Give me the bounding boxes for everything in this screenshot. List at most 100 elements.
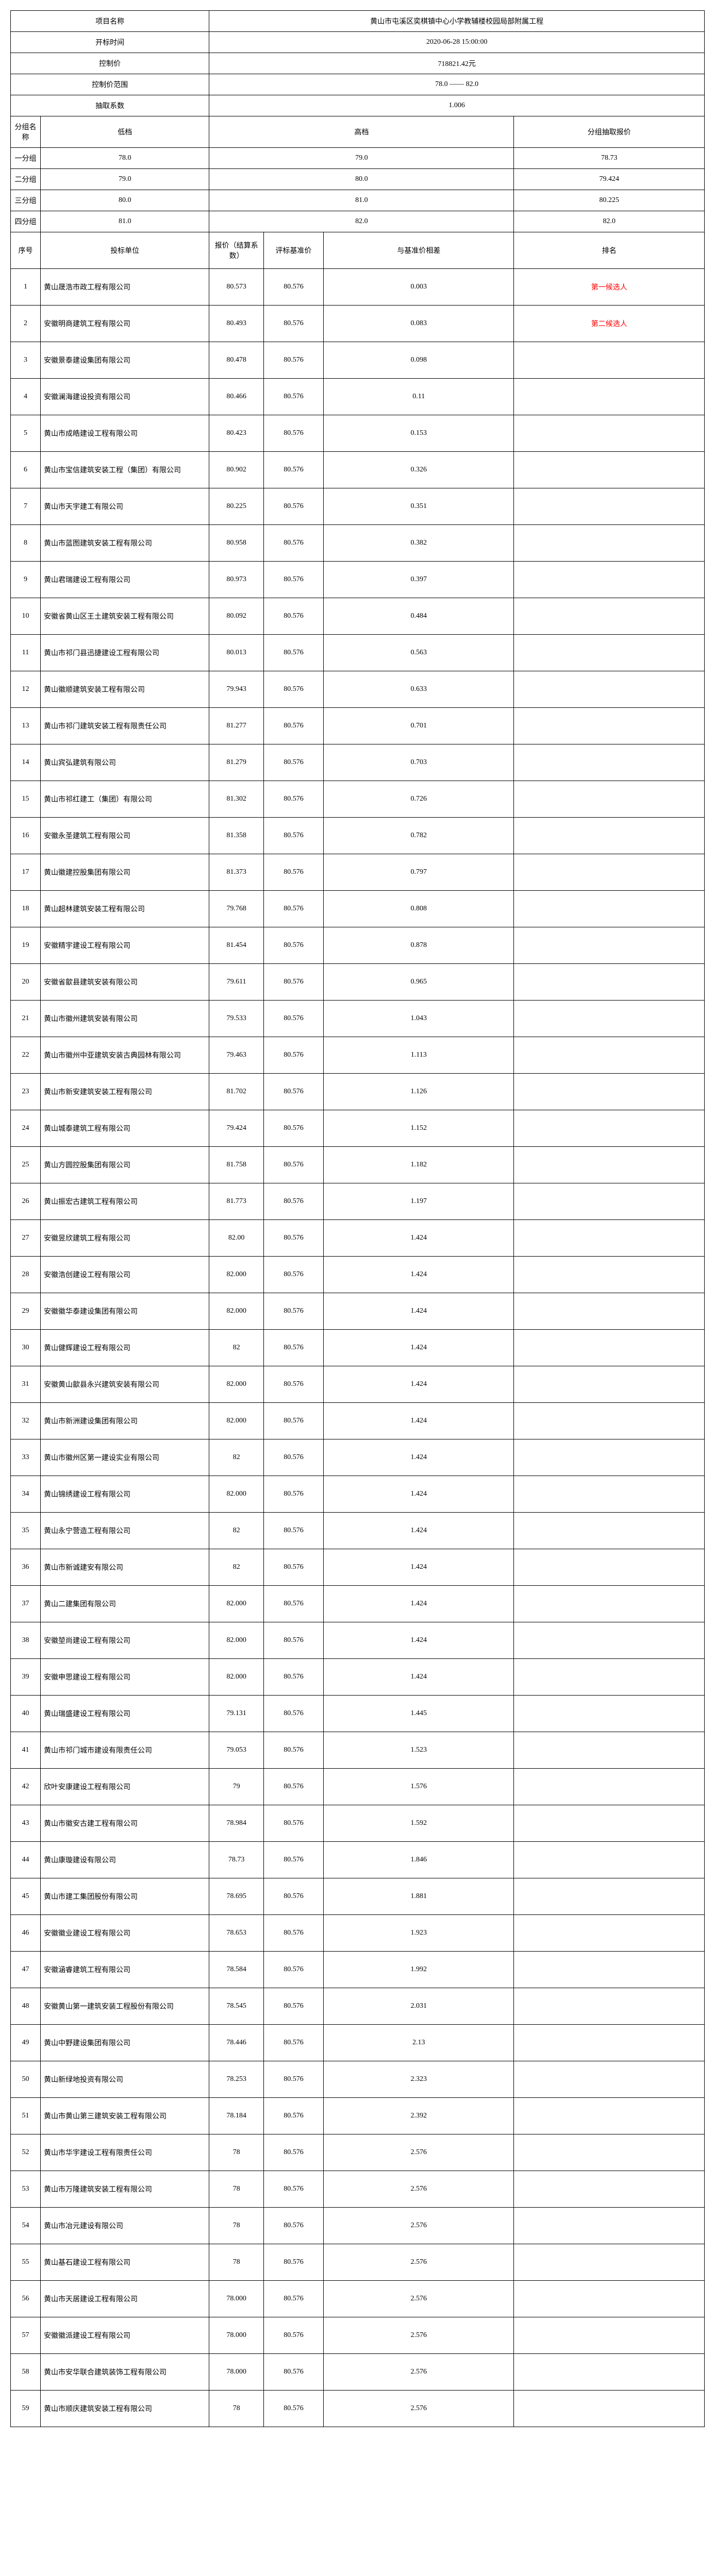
cell-base: 80.576 xyxy=(263,964,323,1001)
cell-unit: 黄山市新诚建安有限公司 xyxy=(41,1549,209,1586)
cell-base: 80.576 xyxy=(263,452,323,488)
cell-idx: 1 xyxy=(11,269,41,306)
cell-diff: 1.424 xyxy=(324,1476,514,1513)
table-row: 14黄山宾弘建筑有限公司81.27980.5760.703 xyxy=(11,744,705,781)
cell-diff: 0.098 xyxy=(324,342,514,379)
cell-diff: 0.701 xyxy=(324,708,514,744)
table-row: 39安徽申思建设工程有限公司82.00080.5761.424 xyxy=(11,1659,705,1696)
cell-base: 80.576 xyxy=(263,1513,323,1549)
cell-rank xyxy=(514,1439,705,1476)
cell-diff: 0.351 xyxy=(324,488,514,525)
table-row: 48安徽黄山第一建筑安装工程股份有限公司78.54580.5762.031 xyxy=(11,1988,705,2025)
cell-unit: 安徽堃尚建设工程有限公司 xyxy=(41,1622,209,1659)
cell-diff: 2.576 xyxy=(324,2391,514,2427)
col-unit: 投标单位 xyxy=(41,232,209,269)
group-high: 80.0 xyxy=(209,169,514,190)
cell-unit: 黄山市天宇建工有限公司 xyxy=(41,488,209,525)
cell-idx: 43 xyxy=(11,1805,41,1842)
cell-diff: 1.881 xyxy=(324,1878,514,1915)
table-row: 10安徽省黄山区王土建筑安装工程有限公司80.09280.5760.484 xyxy=(11,598,705,635)
cell-price: 78.000 xyxy=(209,2317,264,2354)
cell-idx: 29 xyxy=(11,1293,41,1330)
cell-diff: 1.126 xyxy=(324,1074,514,1110)
table-row: 44黄山康璇建设有限公司78.7380.5761.846 xyxy=(11,1842,705,1878)
cell-unit: 黄山晟浩市政工程有限公司 xyxy=(41,269,209,306)
open-time-value: 2020-06-28 15:00:00 xyxy=(209,32,705,53)
cell-price: 79 xyxy=(209,1769,264,1805)
cell-idx: 49 xyxy=(11,2025,41,2061)
cell-unit: 黄山市万隆建筑安装工程有限公司 xyxy=(41,2171,209,2208)
row-group-header: 分组名称 低档 高档 分组抽取报价 xyxy=(11,116,705,148)
cell-base: 80.576 xyxy=(263,1257,323,1293)
group-low: 78.0 xyxy=(41,148,209,169)
cell-diff: 1.197 xyxy=(324,1183,514,1220)
cell-rank: 第一候选人 xyxy=(514,269,705,306)
cell-diff: 2.576 xyxy=(324,2281,514,2317)
cell-base: 80.576 xyxy=(263,306,323,342)
cell-unit: 安徽精宇建设工程有限公司 xyxy=(41,927,209,964)
cell-diff: 0.382 xyxy=(324,525,514,562)
cell-idx: 8 xyxy=(11,525,41,562)
table-row: 25黄山方圆控股集团有限公司81.75880.5761.182 xyxy=(11,1147,705,1183)
control-price-value: 718821.42元 xyxy=(209,53,705,74)
table-row: 23黄山市新安建筑安装工程有限公司81.70280.5761.126 xyxy=(11,1074,705,1110)
cell-unit: 欣叶安康建设工程有限公司 xyxy=(41,1769,209,1805)
group-high: 79.0 xyxy=(209,148,514,169)
cell-price: 82.000 xyxy=(209,1659,264,1696)
cell-base: 80.576 xyxy=(263,525,323,562)
table-row: 1黄山晟浩市政工程有限公司80.57380.5760.003第一候选人 xyxy=(11,269,705,306)
cell-idx: 17 xyxy=(11,854,41,891)
cell-base: 80.576 xyxy=(263,2025,323,2061)
cell-unit: 黄山市黄山第三建筑安装工程有限公司 xyxy=(41,2098,209,2134)
cell-base: 80.576 xyxy=(263,2098,323,2134)
cell-rank xyxy=(514,2061,705,2098)
cell-unit: 黄山市祁门县迅捷建设工程有限公司 xyxy=(41,635,209,671)
cell-idx: 26 xyxy=(11,1183,41,1220)
cell-base: 80.576 xyxy=(263,488,323,525)
cell-base: 80.576 xyxy=(263,2354,323,2391)
cell-unit: 安徽涵睿建筑工程有限公司 xyxy=(41,1952,209,1988)
cell-diff: 2.031 xyxy=(324,1988,514,2025)
cell-base: 80.576 xyxy=(263,781,323,818)
cell-diff: 1.424 xyxy=(324,1439,514,1476)
group-high: 81.0 xyxy=(209,190,514,211)
table-row: 40黄山瑞盛建设工程有限公司79.13180.5761.445 xyxy=(11,1696,705,1732)
table-row: 49黄山中野建设集团有限公司78.44680.5762.13 xyxy=(11,2025,705,2061)
cell-price: 79.533 xyxy=(209,1001,264,1037)
table-row: 51黄山市黄山第三建筑安装工程有限公司78.18480.5762.392 xyxy=(11,2098,705,2134)
col-idx: 序号 xyxy=(11,232,41,269)
main-table: 项目名称 黄山市屯溪区奕棋镇中心小学教辅楼校园局部附属工程 开标时间 2020-… xyxy=(10,10,705,2427)
cell-diff: 2.13 xyxy=(324,2025,514,2061)
table-row: 45黄山市建工集团股份有限公司78.69580.5761.881 xyxy=(11,1878,705,1915)
cell-unit: 安徽徽派建设工程有限公司 xyxy=(41,2317,209,2354)
table-row: 58黄山市安华联合建筑装饰工程有限公司78.00080.5762.576 xyxy=(11,2354,705,2391)
cell-price: 78 xyxy=(209,2134,264,2171)
cell-base: 80.576 xyxy=(263,1622,323,1659)
cell-unit: 黄山市徽州建筑安装有限公司 xyxy=(41,1001,209,1037)
table-row: 34黄山锦绣建设工程有限公司82.00080.5761.424 xyxy=(11,1476,705,1513)
cell-price: 82.00 xyxy=(209,1220,264,1257)
cell-base: 80.576 xyxy=(263,1696,323,1732)
group-draw: 79.424 xyxy=(514,169,705,190)
cell-diff: 0.965 xyxy=(324,964,514,1001)
cell-unit: 黄山超林建筑安装工程有限公司 xyxy=(41,891,209,927)
table-row: 3安徽景泰建设集团有限公司80.47880.5760.098 xyxy=(11,342,705,379)
cell-rank xyxy=(514,1513,705,1549)
cell-rank xyxy=(514,1622,705,1659)
table-row: 4安徽澜海建设投资有限公司80.46680.5760.11 xyxy=(11,379,705,415)
cell-base: 80.576 xyxy=(263,2208,323,2244)
cell-diff: 0.11 xyxy=(324,379,514,415)
table-row: 31安徽黄山歙县永兴建筑安装有限公司82.00080.5761.424 xyxy=(11,1366,705,1403)
cell-rank xyxy=(514,1257,705,1293)
col-diff: 与基准价相差 xyxy=(324,232,514,269)
cell-unit: 安徽永圣建筑工程有限公司 xyxy=(41,818,209,854)
cell-base: 80.576 xyxy=(263,1110,323,1147)
cell-base: 80.576 xyxy=(263,818,323,854)
table-row: 26黄山振宏古建筑工程有限公司81.77380.5761.197 xyxy=(11,1183,705,1220)
cell-unit: 安徽明商建筑工程有限公司 xyxy=(41,306,209,342)
cell-rank xyxy=(514,964,705,1001)
cell-rank xyxy=(514,1842,705,1878)
cell-idx: 28 xyxy=(11,1257,41,1293)
cell-base: 80.576 xyxy=(263,1769,323,1805)
cell-idx: 5 xyxy=(11,415,41,452)
